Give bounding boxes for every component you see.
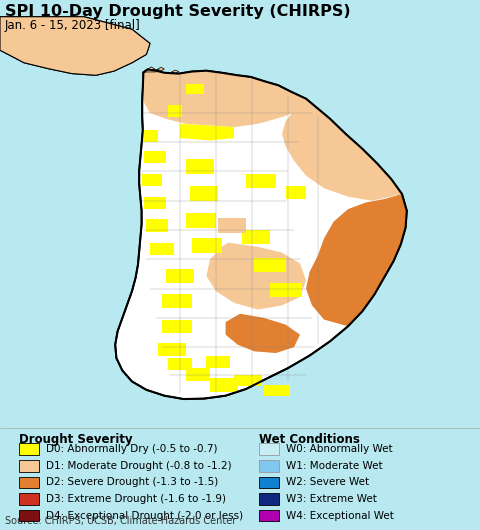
Polygon shape (143, 69, 160, 73)
Polygon shape (242, 230, 270, 244)
Polygon shape (115, 69, 407, 399)
FancyBboxPatch shape (19, 444, 39, 455)
Polygon shape (186, 213, 216, 227)
FancyBboxPatch shape (259, 476, 279, 489)
Text: D4: Exceptional Drought (-2.0 or less): D4: Exceptional Drought (-2.0 or less) (46, 510, 243, 520)
FancyBboxPatch shape (259, 493, 279, 505)
Polygon shape (168, 358, 192, 370)
Text: D3: Extreme Drought (-1.6 to -1.9): D3: Extreme Drought (-1.6 to -1.9) (46, 494, 226, 504)
Polygon shape (150, 243, 174, 255)
Polygon shape (206, 243, 306, 310)
Text: W3: Extreme Wet: W3: Extreme Wet (286, 494, 376, 504)
Polygon shape (172, 70, 179, 73)
Polygon shape (214, 263, 238, 278)
Polygon shape (142, 174, 162, 185)
FancyBboxPatch shape (259, 509, 279, 522)
Polygon shape (166, 269, 194, 283)
Polygon shape (162, 320, 192, 333)
Polygon shape (270, 283, 302, 297)
FancyBboxPatch shape (19, 476, 39, 489)
Polygon shape (246, 174, 276, 188)
FancyBboxPatch shape (259, 444, 279, 455)
Text: D0: Abnormally Dry (-0.5 to -0.7): D0: Abnormally Dry (-0.5 to -0.7) (46, 444, 217, 454)
Polygon shape (148, 67, 155, 70)
Polygon shape (210, 378, 238, 392)
Polygon shape (162, 295, 192, 308)
Polygon shape (157, 67, 165, 70)
Text: D2: Severe Drought (-1.3 to -1.5): D2: Severe Drought (-1.3 to -1.5) (46, 478, 218, 488)
Text: W4: Exceptional Wet: W4: Exceptional Wet (286, 510, 394, 520)
Polygon shape (192, 238, 222, 253)
Text: W0: Abnormally Wet: W0: Abnormally Wet (286, 444, 392, 454)
Polygon shape (282, 99, 402, 201)
Text: D1: Moderate Drought (-0.8 to -1.2): D1: Moderate Drought (-0.8 to -1.2) (46, 461, 231, 471)
Polygon shape (143, 70, 306, 127)
Text: Jan. 6 - 15, 2023 [final]: Jan. 6 - 15, 2023 [final] (5, 19, 141, 32)
Polygon shape (226, 314, 300, 353)
Polygon shape (218, 217, 246, 233)
Polygon shape (190, 186, 218, 201)
FancyBboxPatch shape (19, 509, 39, 522)
FancyBboxPatch shape (19, 460, 39, 472)
Text: Drought Severity: Drought Severity (19, 433, 133, 446)
Polygon shape (180, 124, 234, 140)
Polygon shape (144, 197, 166, 209)
Polygon shape (142, 130, 158, 142)
Polygon shape (0, 17, 150, 75)
Polygon shape (146, 219, 168, 232)
Polygon shape (286, 186, 306, 199)
Polygon shape (206, 356, 230, 368)
Text: W2: Severe Wet: W2: Severe Wet (286, 478, 369, 488)
Polygon shape (186, 368, 210, 381)
Polygon shape (144, 151, 166, 163)
Polygon shape (158, 343, 186, 356)
Text: SPI 10-Day Drought Severity (CHIRPS): SPI 10-Day Drought Severity (CHIRPS) (5, 4, 350, 19)
Text: Wet Conditions: Wet Conditions (259, 433, 360, 446)
Polygon shape (264, 385, 290, 396)
Text: Source: CHIRPS, UCSB, Climate Hazards Center: Source: CHIRPS, UCSB, Climate Hazards Ce… (5, 516, 236, 526)
Polygon shape (186, 84, 204, 94)
FancyBboxPatch shape (259, 460, 279, 472)
FancyBboxPatch shape (19, 493, 39, 505)
Polygon shape (254, 258, 286, 272)
Polygon shape (186, 159, 214, 174)
Polygon shape (0, 17, 150, 75)
Text: W1: Moderate Wet: W1: Moderate Wet (286, 461, 382, 471)
Polygon shape (306, 194, 407, 326)
Polygon shape (234, 375, 262, 386)
Polygon shape (168, 104, 182, 117)
